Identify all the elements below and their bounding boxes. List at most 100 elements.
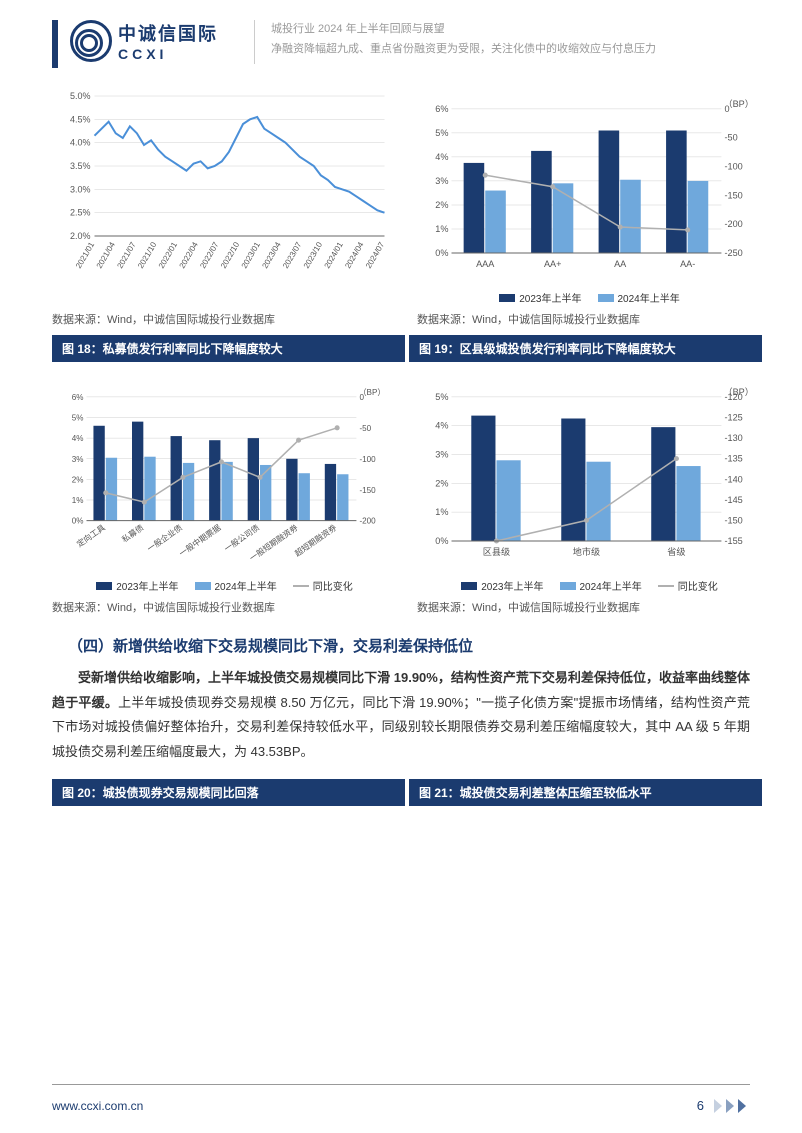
svg-text:-100: -100 [724,162,742,172]
caption-21: 图 21：城投债交易利差整体压缩至较低水平 [409,779,762,806]
svg-text:4.0%: 4.0% [70,138,91,148]
svg-text:2%: 2% [72,475,84,484]
source-16: 数据来源：Wind，中诚信国际城投行业数据库 [0,305,397,331]
svg-text:3.5%: 3.5% [70,161,91,171]
svg-text:-150: -150 [359,486,376,495]
svg-text:5.0%: 5.0% [70,91,91,101]
chart-16: 2.0%2.5%3.0%3.5%4.0%4.5%5.0%2021/012021/… [52,86,397,305]
svg-text:AA: AA [614,259,627,269]
svg-text:私募债: 私募债 [120,522,146,544]
svg-text:-150: -150 [724,190,742,200]
svg-text:2024/04: 2024/04 [343,240,366,270]
section-4-para: 受新增供给收缩影响，上半年城投债交易规模同比下滑 19.90%，结构性资产荒下交… [0,666,802,765]
svg-text:2023/10: 2023/10 [302,240,325,270]
charts-row-1: 2.0%2.5%3.0%3.5%4.0%4.5%5.0%2021/012021/… [0,78,802,305]
svg-text:-100: -100 [359,455,376,464]
legend-18-2023: 2023年上半年 [116,578,178,593]
section-4-title: （四）新增供给收缩下交易规模同比下滑，交易利差保持低位 [0,619,802,666]
legend-19-2023: 2023年上半年 [481,578,543,593]
svg-text:一般中期票据: 一般中期票据 [177,522,223,558]
logo-cn: 中诚信国际 [118,20,218,46]
svg-text:2%: 2% [435,200,448,210]
svg-text:一般公司债: 一般公司债 [222,522,261,553]
svg-text:2024/01: 2024/01 [323,240,346,270]
chart-18: 0%1%2%3%4%5%6%0-50-100-150-200（BP）定向工具私募… [52,374,397,593]
legend-2024: 2024年上半年 [618,290,680,305]
svg-text:2022/01: 2022/01 [157,240,180,270]
svg-text:-145: -145 [724,495,742,505]
svg-text:-150: -150 [724,515,742,525]
svg-text:AAA: AAA [476,259,495,269]
source-row-1: 数据来源：Wind，中诚信国际城投行业数据库 数据来源：Wind，中诚信国际城投… [0,305,802,331]
page-footer: www.ccxi.com.cn 6 [0,1098,802,1113]
svg-text:2.0%: 2.0% [70,231,91,241]
svg-text:一般企业债: 一般企业债 [145,522,184,553]
svg-text:-50: -50 [359,424,371,433]
footer-page: 6 [697,1098,704,1113]
report-title-2: 净融资降幅超九成、重点省份融资更为受限，关注化债中的收缩效应与付息压力 [271,40,656,56]
caption-19: 图 19：区县级城投债发行利率同比下降幅度较大 [409,335,762,362]
svg-text:-135: -135 [724,454,742,464]
svg-text:2%: 2% [435,478,448,488]
svg-text:-200: -200 [724,219,742,229]
svg-text:AA+: AA+ [544,259,562,269]
caption-bar-1819: 图 18：私募债发行利率同比下降幅度较大 图 19：区县级城投债发行利率同比下降… [52,335,762,362]
svg-text:-125: -125 [724,413,742,423]
svg-text:0%: 0% [72,517,84,526]
legend-2023: 2023年上半年 [519,290,581,305]
svg-text:区县级: 区县级 [483,546,510,557]
svg-text:超短期融资券: 超短期融资券 [293,522,339,558]
svg-text:2023/04: 2023/04 [260,240,283,270]
svg-text:AA-: AA- [680,259,695,269]
svg-text:（BP）: （BP） [723,387,753,397]
svg-text:4.5%: 4.5% [70,114,91,124]
para-rest: 上半年城投债现券交易规模 8.50 万亿元，同比下滑 19.90%；"一揽子化债… [52,695,750,759]
svg-text:5%: 5% [435,128,448,138]
legend-18-change: 同比变化 [313,578,353,593]
svg-text:2022/04: 2022/04 [178,240,201,270]
chart-19-legend: 2023年上半年 2024年上半年 同比变化 [417,578,762,593]
caption-20: 图 20：城投债现券交易规模同比回落 [52,779,405,806]
report-title-1: 城投行业 2024 年上半年回顾与展望 [271,20,656,36]
svg-text:-130: -130 [724,433,742,443]
footer-url: www.ccxi.com.cn [52,1099,143,1113]
svg-text:-140: -140 [724,474,742,484]
svg-text:5%: 5% [72,414,84,423]
footer-rule [52,1084,750,1085]
chart-17-legend: 2023年上半年 2024年上半年 [417,290,762,305]
legend-19-2024: 2024年上半年 [580,578,642,593]
svg-text:1%: 1% [435,224,448,234]
svg-text:1%: 1% [72,496,84,505]
svg-text:-155: -155 [724,536,742,546]
caption-bar-2021: 图 20：城投债现券交易规模同比回落 图 21：城投债交易利差整体压缩至较低水平 [52,779,762,806]
accent-bar [52,20,58,68]
logo: 中诚信国际 CCXI [70,20,218,62]
chart-17: 0%1%2%3%4%5%6%0-50-100-150-200-250（BP）AA… [417,86,762,305]
svg-text:0%: 0% [435,248,448,258]
svg-text:1%: 1% [435,507,448,517]
logo-icon [70,20,112,62]
legend-19-change: 同比变化 [678,578,718,593]
legend-18-2024: 2024年上半年 [215,578,277,593]
svg-text:2021/10: 2021/10 [136,240,159,270]
svg-text:2.5%: 2.5% [70,208,91,218]
svg-text:省级: 省级 [667,546,685,557]
footer-chevrons-icon [714,1099,750,1113]
svg-text:定向工具: 定向工具 [75,522,107,549]
chart-19: 0%1%2%3%4%5%-120-125-130-135-140-145-150… [417,374,762,593]
svg-text:2023/07: 2023/07 [281,240,304,270]
header-divider [254,20,255,64]
svg-text:5%: 5% [435,392,448,402]
chart-18-legend: 2023年上半年 2024年上半年 同比变化 [52,578,397,593]
caption-18: 图 18：私募债发行利率同比下降幅度较大 [52,335,405,362]
source-19: 数据来源：Wind，中诚信国际城投行业数据库 [397,593,762,619]
svg-text:6%: 6% [72,393,84,402]
source-17: 数据来源：Wind，中诚信国际城投行业数据库 [397,305,762,331]
svg-text:4%: 4% [435,152,448,162]
charts-row-2: 0%1%2%3%4%5%6%0-50-100-150-200（BP）定向工具私募… [0,366,802,593]
source-row-2: 数据来源：Wind，中诚信国际城投行业数据库 数据来源：Wind，中诚信国际城投… [0,593,802,619]
svg-text:地市级: 地市级 [573,546,600,557]
svg-text:（BP）: （BP） [723,99,753,109]
svg-text:3%: 3% [435,450,448,460]
svg-text:-200: -200 [359,517,376,526]
